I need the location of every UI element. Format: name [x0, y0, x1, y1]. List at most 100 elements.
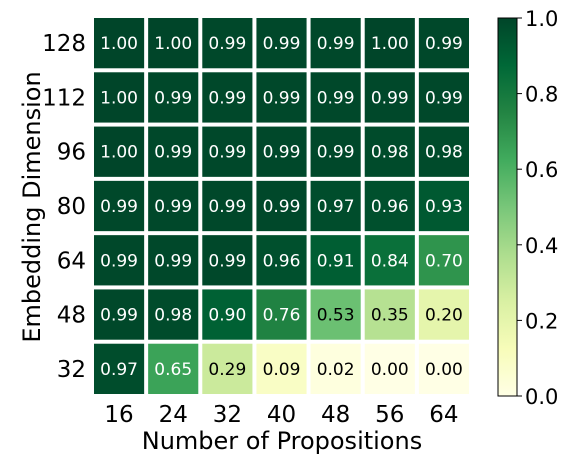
heatmap-cell: [418, 235, 469, 286]
colorbar-tick-label: 0.4: [525, 234, 558, 258]
heatmap-cell: [256, 126, 307, 177]
heatmap-cell: [310, 18, 361, 69]
cell-value-label: 0.99: [425, 34, 463, 54]
cell-value-label: 1.00: [154, 34, 192, 54]
heatmap-cell: [94, 343, 145, 394]
colorbar: [497, 17, 518, 397]
heatmap-cell: [418, 126, 469, 177]
heatmap-cell: [94, 180, 145, 232]
cell-value-label: 0.99: [317, 88, 355, 108]
x-tick-label: 64: [429, 402, 458, 428]
cell-value-label: 0.99: [425, 88, 463, 108]
cell-value-label: 0.99: [263, 34, 301, 54]
heatmap-cell: [364, 180, 415, 232]
colorbar-tick-label: 0.0: [525, 385, 558, 409]
cell-value-label: 0.99: [100, 306, 138, 326]
cell-value-label: 0.99: [208, 34, 246, 54]
x-tick-label: 24: [159, 402, 188, 428]
cell-value-label: 0.91: [317, 251, 355, 271]
y-tick-label: 112: [42, 85, 86, 111]
cell-value-label: 1.00: [100, 143, 138, 163]
heatmap-cell: [202, 235, 253, 286]
colorbar-tick-label: 0.2: [525, 309, 558, 333]
cell-value-label: 0.99: [100, 251, 138, 271]
heatmap-cell: [202, 343, 253, 394]
heatmap-cell: [310, 180, 361, 232]
heatmap-cell: [148, 343, 199, 394]
cell-value-label: 0.99: [208, 251, 246, 271]
heatmap-cell: [418, 180, 469, 232]
cell-value-label: 0.99: [371, 88, 409, 108]
cell-value-label: 0.29: [208, 360, 246, 380]
cell-value-label: 0.90: [208, 306, 246, 326]
cell-value-label: 0.98: [371, 143, 409, 163]
heatmap-cell: [310, 289, 361, 340]
heatmap-cell: [94, 126, 145, 177]
heatmap-cell: [310, 343, 361, 394]
heatmap-cell: [310, 126, 361, 177]
heatmap-cell: [202, 126, 253, 177]
heatmap-cells: 1.00 1.00 0.99 0.99 0.99 1.00 0.99 1.00 0.99 0.99…: [94, 18, 469, 394]
heatmap-cell: [364, 126, 415, 177]
colorbar-tick-label: 0.6: [525, 158, 558, 182]
colorbar-tick-label: 1.0: [525, 7, 558, 31]
cell-value-label: 0.99: [154, 88, 192, 108]
heatmap-cell: [418, 72, 469, 123]
y-tick-label: 80: [57, 194, 86, 220]
cell-value-label: 0.00: [425, 360, 463, 380]
heatmap-cell: [202, 72, 253, 123]
cell-value-label: 0.99: [208, 88, 246, 108]
colorbar-ticks: 0.0 0.2 0.4 0.6 0.8 1.0: [517, 7, 558, 409]
cell-value-label: 1.00: [100, 34, 138, 54]
heatmap-cell: [94, 72, 145, 123]
heatmap-cell: [364, 235, 415, 286]
y-tick-labels: 128 112 96 80 64 48 32: [42, 31, 86, 383]
cell-value-label: 1.00: [100, 88, 138, 108]
cell-value-label: 1.00: [371, 34, 409, 54]
y-tick-label: 128: [42, 31, 86, 57]
heatmap-cell: [202, 18, 253, 69]
cell-value-label: 0.00: [371, 360, 409, 380]
x-tick-label: 40: [267, 402, 296, 428]
heatmap-cell: [148, 235, 199, 286]
x-tick-label: 48: [321, 402, 350, 428]
cell-value-label: 0.99: [263, 143, 301, 163]
y-tick-label: 96: [57, 140, 86, 166]
heatmap-cell: [256, 18, 307, 69]
x-tick-label: 16: [104, 402, 133, 428]
cell-value-label: 0.99: [208, 197, 246, 217]
heatmap-cell: [256, 72, 307, 123]
heatmap-cell: [148, 18, 199, 69]
heatmap-cell: [148, 180, 199, 232]
cell-value-label: 0.53: [317, 306, 355, 326]
heatmap-cell: [364, 18, 415, 69]
heatmap-cell: [94, 235, 145, 286]
y-tick-label: 32: [57, 357, 86, 383]
cell-value-label: 0.99: [154, 251, 192, 271]
cell-value-label: 0.84: [371, 251, 409, 271]
heatmap-cell: [256, 289, 307, 340]
heatmap-cell: [256, 235, 307, 286]
cell-value-label: 0.97: [317, 197, 355, 217]
cell-value-label: 0.96: [371, 197, 409, 217]
cell-value-label: 0.65: [154, 360, 192, 380]
cell-value-label: 0.93: [425, 197, 463, 217]
cell-value-label: 0.35: [371, 306, 409, 326]
cell-value-label: 0.99: [154, 143, 192, 163]
cell-value-label: 0.02: [317, 360, 355, 380]
heatmap-cell: [202, 180, 253, 232]
cell-value-label: 0.20: [425, 306, 463, 326]
cell-value-label: 0.99: [154, 197, 192, 217]
heatmap-cell: [418, 343, 469, 394]
heatmap-cell: [310, 235, 361, 286]
cell-value-label: 0.76: [263, 306, 301, 326]
heatmap-cell: [418, 289, 469, 340]
y-tick-label: 48: [57, 303, 86, 329]
heatmap-cell: [310, 72, 361, 123]
heatmap-cell: [148, 72, 199, 123]
y-tick-label: 64: [57, 248, 86, 274]
heatmap-cell: [94, 289, 145, 340]
heatmap-cell: [94, 18, 145, 69]
heatmap-cell: [148, 126, 199, 177]
